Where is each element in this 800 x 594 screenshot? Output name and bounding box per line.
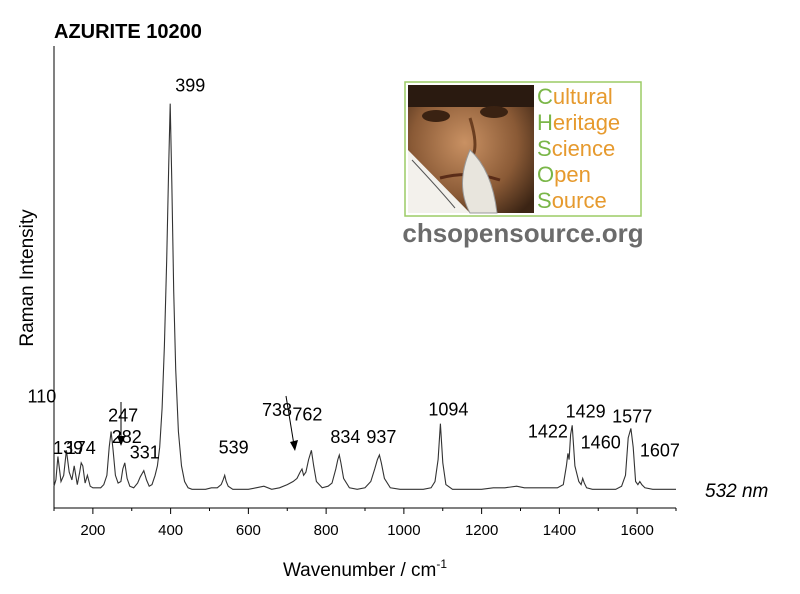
x-tick-label-800: 800 [314, 522, 339, 539]
logo-word-open: Open [537, 162, 591, 187]
peak-label-1577: 1577 [612, 406, 652, 426]
excitation-wavelength-label: 532 nm [705, 481, 768, 502]
peak-label-539: 539 [219, 437, 249, 457]
y-axis-label: Raman Intensity [17, 209, 38, 347]
peak-label-399: 399 [175, 76, 205, 96]
logo-url: chsopensource.org [402, 218, 643, 248]
peak-label-282: 282 [112, 427, 142, 447]
peak-label-331: 331 [130, 443, 160, 463]
logo-word-heritage: Heritage [537, 110, 620, 135]
x-tick-label-1000: 1000 [387, 522, 420, 539]
peak-label-247: 247 [108, 406, 138, 426]
peak-label-834: 834 [330, 427, 360, 447]
logo-word-cultural: Cultural [537, 84, 613, 109]
annotation-arrow-282 [117, 402, 125, 446]
peak-label-1094: 1094 [428, 400, 468, 420]
peak-label-1460: 1460 [581, 432, 621, 452]
peak-label-110: 110 [28, 387, 57, 407]
peak-label-937: 937 [366, 427, 396, 447]
x-tick-label-200: 200 [80, 522, 105, 539]
logo-word-source: Source [537, 188, 607, 213]
x-tick-label-400: 400 [158, 522, 183, 539]
peak-label-1429: 1429 [566, 401, 606, 421]
annotation-arrow-738 [285, 395, 298, 451]
x-axis-label-superscript: -1 [436, 557, 447, 571]
x-tick-label-1600: 1600 [620, 522, 653, 539]
peak-label-1422: 1422 [528, 421, 568, 441]
spectrum-series-line [53, 103, 676, 490]
x-tick-label-1400: 1400 [543, 522, 576, 539]
chart-title: AZURITE 10200 [54, 21, 202, 43]
portrait-image [408, 85, 534, 214]
peak-label-174: 174 [66, 438, 96, 458]
x-tick-label-1200: 1200 [465, 522, 498, 539]
x-axis-label-text: Wavenumber / cm [283, 560, 436, 581]
peak-label-1607: 1607 [640, 441, 680, 461]
peak-label-738: 738 [262, 400, 292, 420]
peak-label-762: 762 [292, 404, 322, 424]
x-axis-label: Wavenumber / cm-1 [283, 557, 447, 581]
logo-word-science: Science [537, 136, 615, 161]
peak-label-139: 139 [53, 438, 83, 458]
x-tick-label-600: 600 [236, 522, 261, 539]
x-tick-group: 200 400 600 800 1000 1200 1400 1600 [53, 508, 677, 539]
